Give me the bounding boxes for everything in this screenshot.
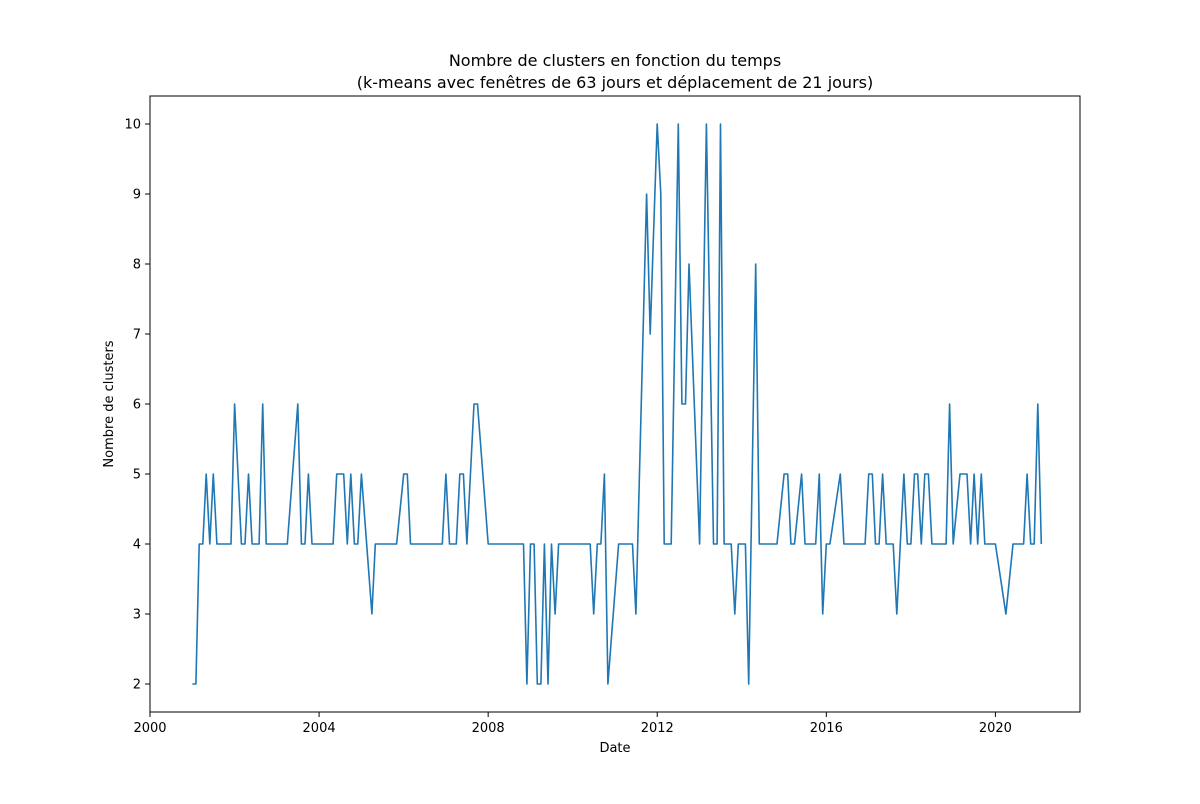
x-axis-label: Date bbox=[599, 741, 630, 756]
y-axis-label: Nombre de clusters bbox=[102, 340, 117, 467]
x-tick-label: 2004 bbox=[303, 721, 336, 736]
series-line bbox=[192, 123, 1043, 685]
y-tick-label: 4 bbox=[133, 538, 141, 553]
y-tick-label: 6 bbox=[133, 398, 141, 413]
y-tick-label: 10 bbox=[124, 118, 141, 133]
y-tick-label: 3 bbox=[133, 608, 141, 623]
x-tick-label: 2000 bbox=[133, 721, 166, 736]
x-tick-label: 2008 bbox=[472, 721, 505, 736]
axes-frame bbox=[149, 95, 1081, 713]
x-tick-label: 2020 bbox=[979, 721, 1012, 736]
x-tick-label: 2012 bbox=[641, 721, 674, 736]
chart-title-line-2: (k-means avec fenêtres de 63 jours et dé… bbox=[357, 73, 873, 92]
y-tick-label: 7 bbox=[133, 328, 141, 343]
y-tick-label: 5 bbox=[133, 468, 141, 483]
y-axis: 2 3 4 5 6 7 8 9 10 bbox=[124, 118, 150, 693]
x-axis: 2000 2004 2008 2012 2016 2020 bbox=[133, 712, 1012, 736]
chart-title-line-1: Nombre de clusters en fonction du temps bbox=[449, 51, 781, 70]
y-tick-label: 8 bbox=[133, 258, 141, 273]
plot-area bbox=[192, 123, 1043, 685]
y-tick-label: 2 bbox=[133, 678, 141, 693]
x-tick-label: 2016 bbox=[810, 721, 843, 736]
y-tick-label: 9 bbox=[133, 188, 141, 203]
